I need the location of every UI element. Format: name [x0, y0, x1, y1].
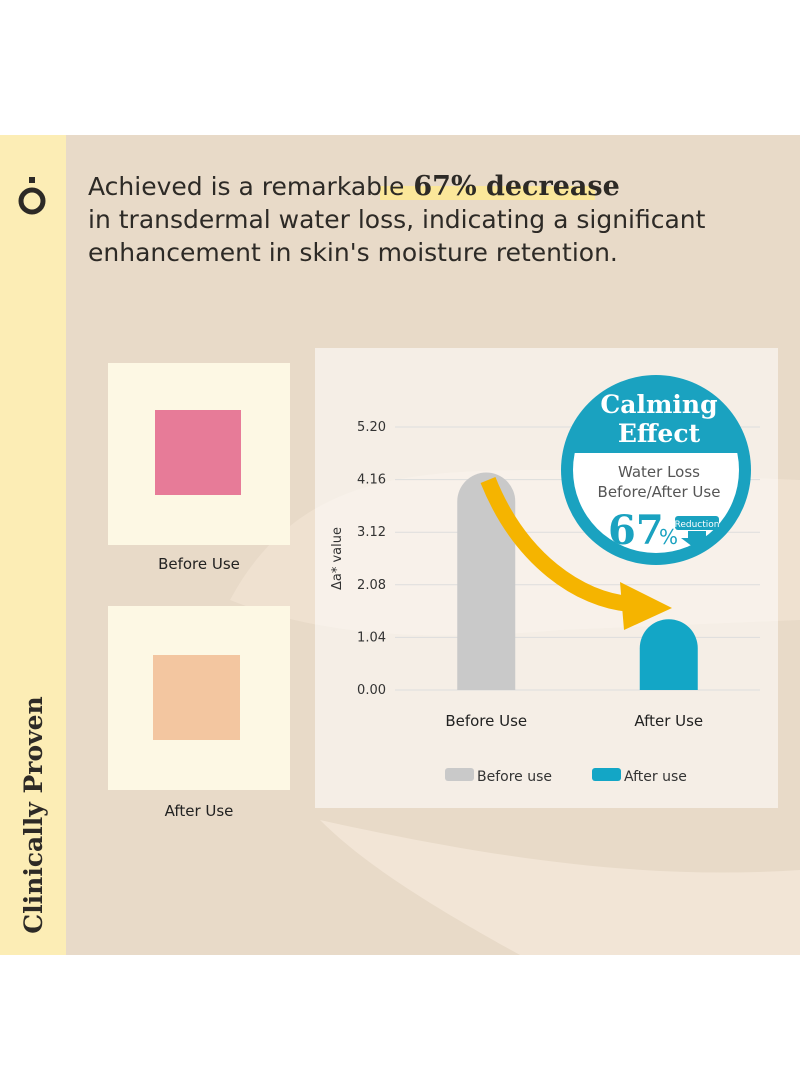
- swatch-label: Before Use: [158, 555, 240, 573]
- logo-dot: [29, 177, 35, 183]
- y-tick-label: 3.12: [357, 525, 386, 540]
- legend-label: Before use: [477, 769, 552, 785]
- arm-shape: [320, 820, 800, 955]
- swatch-label: After Use: [165, 802, 234, 820]
- headline-line: in transdermal water loss, indicating a …: [88, 205, 706, 234]
- badge-arrow: [681, 531, 713, 550]
- y-tick-label: 5.20: [357, 420, 386, 435]
- legend-swatch: [445, 768, 474, 781]
- x-tick-label: After Use: [634, 712, 703, 730]
- headline: Achieved is a remarkable 67% decrease: [88, 171, 620, 202]
- swatch-patch: [153, 655, 240, 740]
- y-axis-label: Δa* value: [330, 527, 345, 590]
- arrow-head: [620, 582, 672, 630]
- badge-title: Effect: [618, 419, 701, 448]
- logo: [18, 187, 46, 215]
- y-tick-label: 0.00: [357, 683, 386, 698]
- side-label: Clinically Proven: [19, 696, 48, 933]
- badge-unit: %: [659, 525, 678, 549]
- x-tick-label: Before Use: [445, 712, 527, 730]
- badge-text: Before/After Use: [598, 483, 721, 501]
- arrow: [480, 477, 631, 612]
- headline-text: Achieved is a remarkable: [88, 172, 404, 201]
- badge-tag-bg: [675, 516, 719, 530]
- swatch-patch: [155, 410, 241, 495]
- legend-label: After use: [624, 769, 687, 785]
- badge-text: Water Loss: [618, 463, 700, 481]
- headline-highlight: 67% decrease: [413, 171, 619, 202]
- badge-number: 67: [608, 507, 664, 554]
- headline-line: enhancement in skin's moisture retention…: [88, 238, 618, 267]
- bar: [639, 619, 698, 690]
- badge-title: Calming: [600, 390, 717, 419]
- highlight: [380, 186, 595, 200]
- bar: [457, 472, 516, 690]
- side-strip: [0, 135, 66, 955]
- y-tick-label: 2.08: [357, 578, 386, 593]
- legend-swatch: [592, 768, 621, 781]
- y-tick-label: 1.04: [357, 630, 386, 645]
- badge-tag: Reduction: [675, 520, 720, 530]
- y-tick-label: 4.16: [357, 473, 386, 488]
